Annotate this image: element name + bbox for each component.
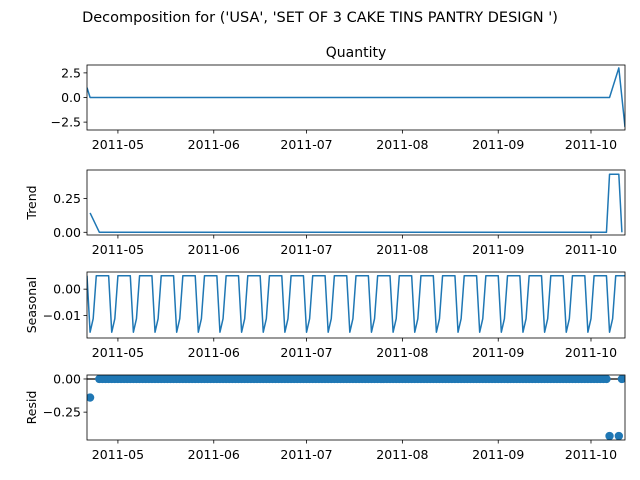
resid-xtick-label: 2011-06 [188,447,240,462]
resid-xtick-label: 2011-07 [280,447,332,462]
trend-xtick-label: 2011-07 [280,242,332,257]
quantity-xtick-label: 2011-05 [92,137,144,152]
seasonal-ytick-label: −0.01 [43,308,81,323]
resid-xtick-label: 2011-08 [376,447,428,462]
seasonal-ytick-label: 0.00 [53,282,81,297]
trend-xtick-label: 2011-05 [92,242,144,257]
trend-xtick-label: 2011-08 [376,242,428,257]
resid-xtick-label: 2011-09 [472,447,524,462]
seasonal-xtick-label: 2011-09 [472,345,524,360]
trend-xtick-label: 2011-06 [188,242,240,257]
seasonal-ylabel: Seasonal [24,277,39,334]
figure-title: Decomposition for ('USA', 'SET OF 3 CAKE… [82,10,558,26]
seasonal-xtick-label: 2011-08 [376,345,428,360]
resid-point [605,431,614,440]
quantity-title: Quantity [326,45,387,61]
seasonal-axes-frame [86,271,626,339]
seasonal-xtick-label: 2011-10 [565,345,617,360]
quantity-marks [87,67,625,128]
quantity-ytick-label: −2.5 [51,115,81,130]
resid-ytick-label: −0.25 [43,405,81,420]
resid-point [617,375,625,384]
seasonal-xtick-label: 2011-06 [188,345,240,360]
trend-marks [89,173,623,234]
quantity-xtick-label: 2011-10 [565,137,617,152]
seasonal-xtick-label: 2011-07 [280,345,332,360]
resid-ytick-label: 0.00 [53,371,81,386]
trend-ytick-label: 0.25 [53,191,81,206]
trend-ytick-label: 0.00 [53,225,81,240]
quantity-xtick-label: 2011-08 [376,137,428,152]
panel-seasonal: −0.01 0.00 2011-05 2011-06 2011-07 2011-08 201… [24,271,626,360]
trend-xtick-label: 2011-10 [565,242,617,257]
quantity-xtick-label: 2011-09 [472,137,524,152]
trend-axes-frame [86,169,626,236]
resid-axes-frame [86,374,626,441]
resid-marks [87,375,625,440]
seasonal-series-line [87,274,625,333]
panel-quantity: −2.5 0.0 2.5 2011-05 2011-06 2011-07 2011-08 20… [51,45,626,152]
seasonal-marks [87,274,625,333]
trend-series-line [89,173,623,234]
resid-xtick-label: 2011-10 [565,447,617,462]
panel-trend: 0.00 0.25 2011-05 2011-06 2011-07 2011-08 2011… [24,169,626,257]
panel-resid: −0.25 0.00 2011-05 2011-06 2011-07 2011-08 201… [24,371,626,462]
resid-point [602,375,611,384]
resid-point [87,393,95,402]
quantity-ytick-label: 2.5 [61,65,81,80]
quantity-xtick-label: 2011-07 [280,137,332,152]
resid-point [614,431,624,440]
resid-ylabel: Resid [24,391,39,425]
resid-xtick-label: 2011-05 [92,447,144,462]
trend-xtick-label: 2011-09 [472,242,524,257]
quantity-xtick-label: 2011-06 [188,137,240,152]
trend-ylabel: Trend [24,185,39,220]
quantity-ytick-label: 0.0 [61,90,81,105]
seasonal-xtick-label: 2011-05 [92,345,144,360]
quantity-series-line [87,67,625,128]
